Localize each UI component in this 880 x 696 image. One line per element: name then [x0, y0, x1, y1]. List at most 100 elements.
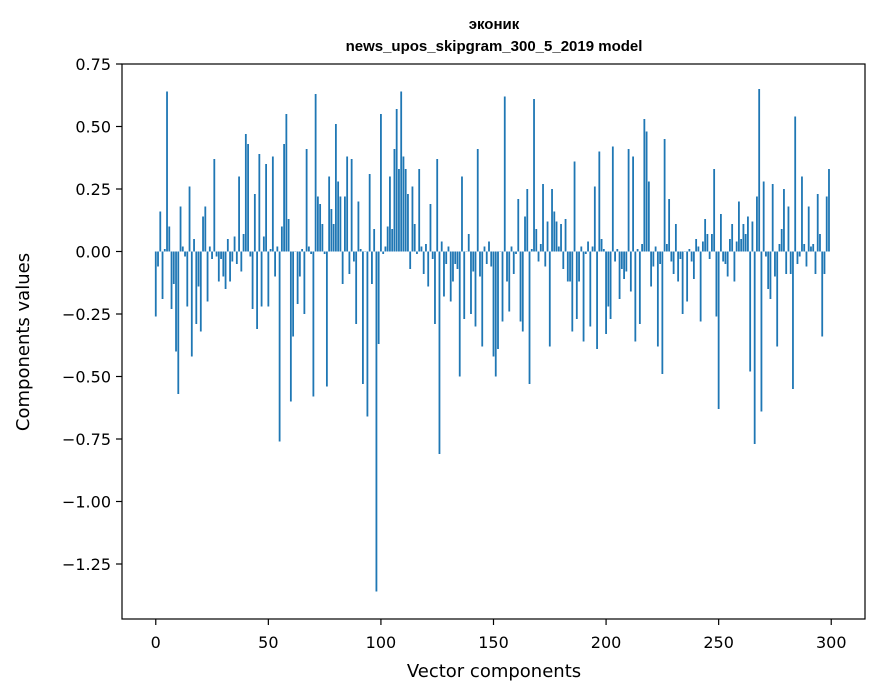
bar-113	[409, 251, 412, 269]
bar-285	[796, 251, 799, 264]
bar-185	[571, 251, 574, 332]
bar-29	[220, 251, 222, 259]
chart-subtitle: news_upos_skipgram_300_5_2019 model	[346, 38, 643, 55]
bar-219	[647, 181, 650, 252]
bar-282	[789, 251, 792, 274]
bar-198	[600, 239, 603, 252]
bar-229	[670, 251, 673, 262]
bar-158	[510, 246, 513, 252]
bar-66	[303, 251, 306, 314]
bar-130	[447, 246, 450, 252]
bar-32	[226, 239, 229, 252]
bar-109	[400, 91, 403, 252]
bar-218	[645, 131, 648, 252]
bar-227	[665, 244, 668, 252]
bar-252	[722, 251, 725, 262]
bar-91	[359, 249, 362, 252]
bar-174	[546, 221, 549, 252]
bar-5	[166, 91, 168, 252]
bar-124	[434, 251, 436, 324]
bar-42	[249, 251, 252, 257]
bar-14	[186, 251, 189, 307]
bar-84	[344, 196, 346, 252]
bar-176	[551, 189, 553, 252]
bar-128	[443, 251, 445, 297]
bar-191	[584, 251, 587, 254]
bar-135	[458, 251, 461, 377]
bar-21	[202, 216, 204, 252]
bar-154	[501, 251, 504, 322]
bar-265	[751, 221, 754, 252]
bar-56	[280, 226, 283, 252]
bar-80	[334, 124, 337, 252]
bar-244	[704, 219, 707, 252]
bar-205	[616, 249, 619, 252]
bar-223	[656, 251, 659, 347]
bar-1	[157, 251, 159, 267]
bar-125	[436, 159, 439, 252]
bar-121	[427, 251, 430, 287]
bar-278	[780, 229, 783, 252]
bar-270	[762, 181, 765, 252]
bar-299	[828, 169, 830, 252]
bar-76	[325, 251, 328, 387]
bar-120	[425, 244, 427, 252]
bar-13	[184, 251, 186, 257]
bar-22	[204, 206, 207, 252]
bar-217	[643, 119, 646, 252]
x-axis-label: Vector components	[407, 661, 581, 682]
bar-280	[785, 251, 788, 274]
bar-123	[431, 251, 434, 259]
bar-272	[767, 251, 770, 289]
bar-196	[596, 251, 598, 349]
bar-43	[251, 251, 254, 309]
bar-77	[328, 176, 331, 252]
bar-16	[190, 251, 193, 357]
bar-224	[659, 251, 662, 264]
bar-159	[512, 251, 515, 274]
bar-268	[758, 89, 761, 252]
y-tick-label: 0.75	[75, 55, 111, 74]
bar-27	[215, 251, 218, 257]
bar-23	[206, 251, 209, 302]
bar-35	[233, 236, 236, 252]
bar-254	[726, 251, 729, 277]
bar-136	[461, 176, 463, 252]
bar-276	[776, 251, 779, 347]
bar-274	[771, 184, 774, 252]
bar-160	[515, 251, 517, 254]
bar-9	[175, 251, 177, 352]
bar-296	[821, 251, 824, 337]
bar-33	[229, 251, 231, 282]
bar-204	[614, 251, 616, 262]
bar-85	[346, 156, 349, 252]
bar-75	[323, 251, 326, 254]
bar-293	[814, 251, 817, 274]
bar-38	[240, 251, 243, 272]
bar-175	[548, 251, 551, 347]
bar-83	[341, 251, 344, 284]
bar-192	[587, 241, 589, 252]
x-tick-label: 250	[703, 633, 734, 652]
bar-241	[697, 246, 700, 252]
bar-53	[274, 251, 276, 277]
bar-164	[524, 216, 526, 252]
x-tick-label: 50	[258, 633, 278, 652]
bar-101	[382, 251, 385, 254]
bar-286	[798, 251, 801, 257]
bar-116	[416, 251, 418, 254]
bar-189	[580, 246, 583, 252]
bar-226	[663, 139, 666, 252]
bar-221	[652, 251, 655, 267]
bar-99	[377, 251, 380, 344]
bar-232	[677, 251, 680, 282]
bar-255	[729, 239, 731, 252]
bar-256	[731, 224, 734, 252]
bar-90	[357, 201, 360, 252]
bar-271	[765, 251, 767, 257]
bar-257	[733, 251, 736, 282]
x-tick-label: 300	[816, 633, 847, 652]
bar-141	[472, 251, 475, 272]
bar-260	[740, 239, 743, 252]
